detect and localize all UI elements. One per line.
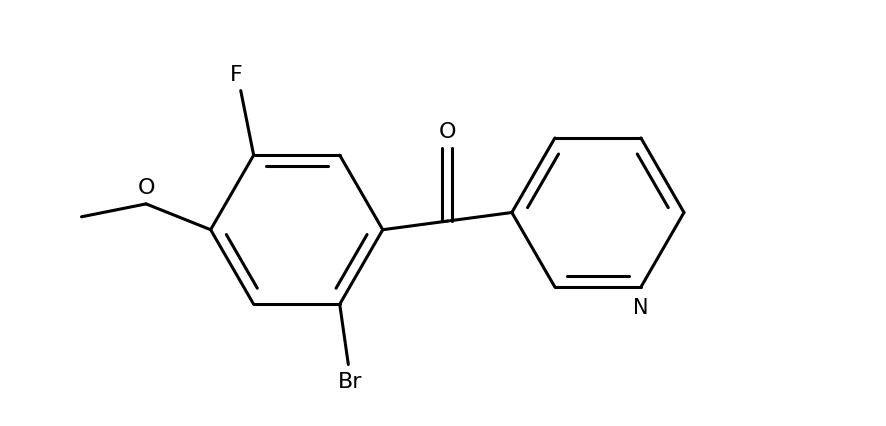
Text: Br: Br — [338, 371, 362, 391]
Text: O: O — [137, 178, 155, 198]
Text: F: F — [230, 65, 243, 84]
Text: N: N — [633, 298, 649, 318]
Text: O: O — [439, 122, 456, 142]
